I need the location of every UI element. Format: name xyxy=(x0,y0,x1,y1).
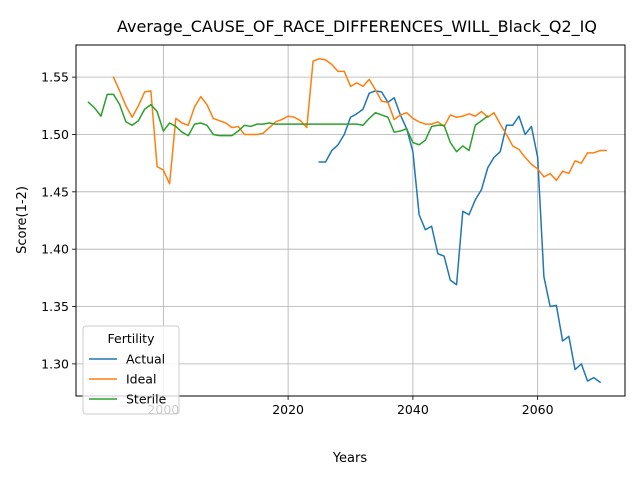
legend-item-sterile: Sterile xyxy=(89,392,167,407)
chart-title: Average_CAUSE_OF_RACE_DIFFERENCES_WILL_B… xyxy=(117,17,597,37)
grid-lines xyxy=(76,45,625,396)
plot-area-frame xyxy=(75,44,626,397)
series-lines xyxy=(87,58,608,384)
series-line-actual xyxy=(318,90,602,384)
y-axis-ticks: 1.30 1.35 1.40 1.45 1.50 1.55 xyxy=(41,70,76,371)
legend-title: Fertility xyxy=(108,331,156,346)
y-tick-label: 1.50 xyxy=(41,127,69,142)
legend-label: Ideal xyxy=(126,372,156,387)
series-line-ideal xyxy=(112,58,608,185)
legend: Fertility Actual Ideal Sterile xyxy=(82,325,180,415)
series-line-sterile xyxy=(87,93,489,153)
legend-label: Sterile xyxy=(126,392,167,407)
legend-items: Actual Ideal Sterile xyxy=(89,352,167,407)
x-axis-ticks: 2000202020402060 xyxy=(147,396,554,417)
x-tick-label: 2060 xyxy=(522,402,554,417)
legend-box xyxy=(82,325,180,415)
legend-item-actual: Actual xyxy=(89,352,165,367)
y-axis-label: Score(1-2) xyxy=(15,186,30,254)
x-axis-label: Years xyxy=(332,451,368,466)
legend-item-ideal: Ideal xyxy=(89,372,156,387)
y-tick-label: 1.35 xyxy=(41,299,69,314)
y-tick-label: 1.40 xyxy=(41,242,69,257)
x-tick-label: 2040 xyxy=(397,402,429,417)
x-tick-label: 2020 xyxy=(272,402,304,417)
legend-label: Actual xyxy=(126,352,165,367)
y-tick-label: 1.55 xyxy=(41,70,69,85)
y-tick-label: 1.30 xyxy=(41,356,69,371)
y-tick-label: 1.45 xyxy=(41,184,69,199)
